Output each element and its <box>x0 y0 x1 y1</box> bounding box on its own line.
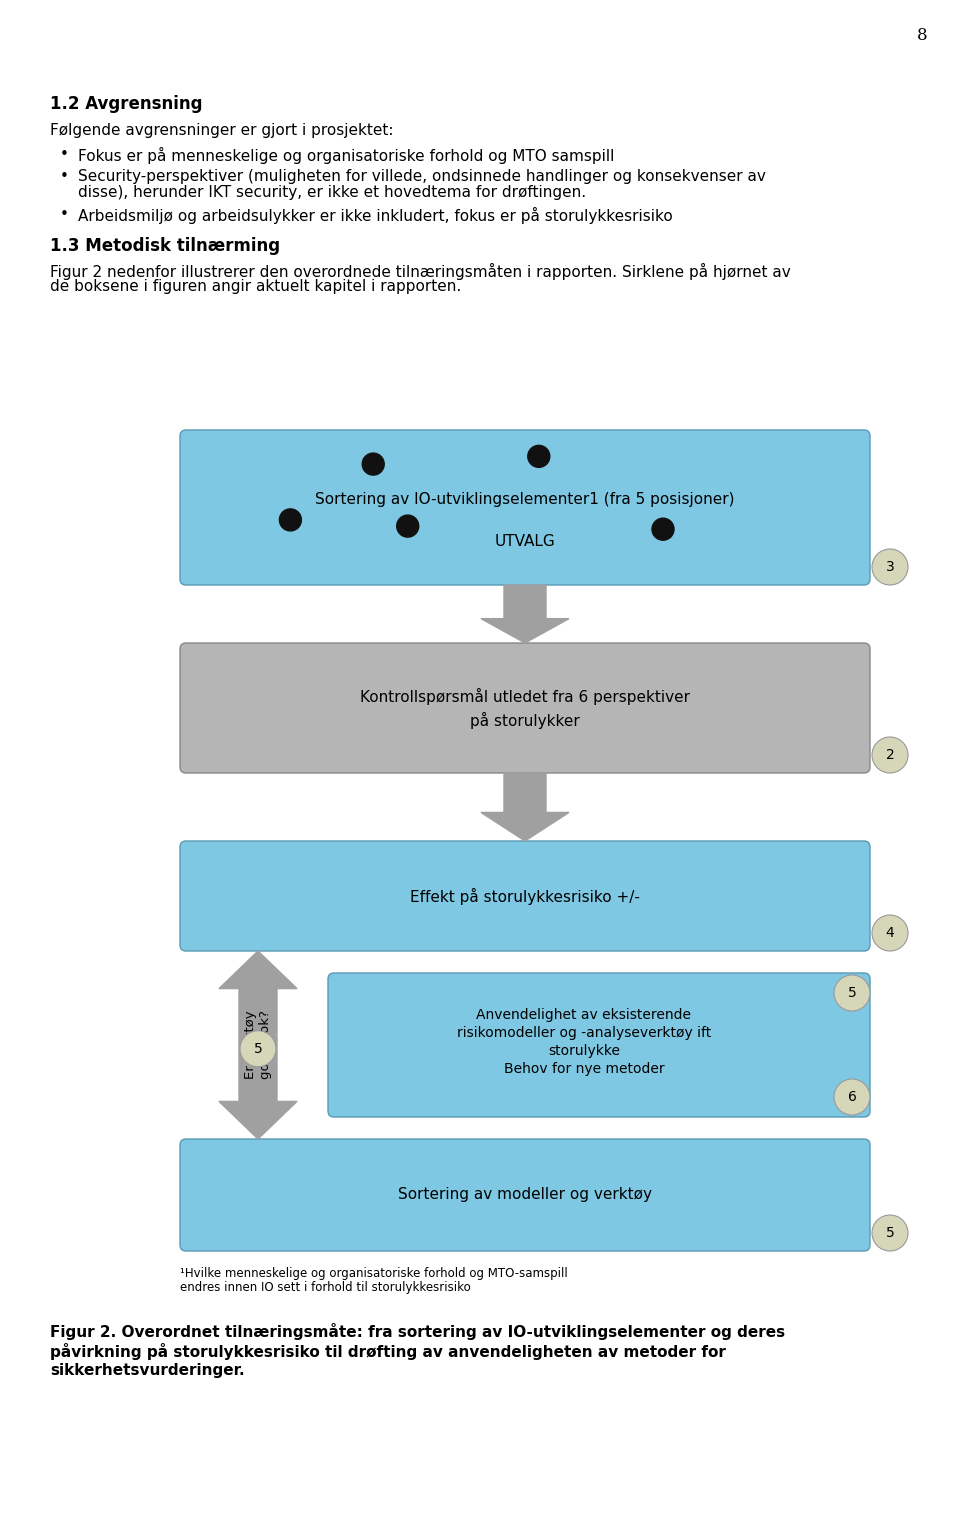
Circle shape <box>362 454 384 475</box>
Text: 5: 5 <box>886 1226 895 1240</box>
Text: Figur 2. Overordnet tilnæringsmåte: fra sortering av IO-utviklingselementer og d: Figur 2. Overordnet tilnæringsmåte: fra … <box>50 1323 785 1340</box>
Text: Sortering av IO-utviklingselementer1 (fra 5 posisjoner): Sortering av IO-utviklingselementer1 (fr… <box>315 492 734 507</box>
Text: 4: 4 <box>886 926 895 940</box>
Circle shape <box>834 1078 870 1115</box>
Text: Figur 2 nedenfor illustrerer den overordnede tilnæringsmåten i rapporten. Sirkle: Figur 2 nedenfor illustrerer den overord… <box>50 263 791 280</box>
FancyArrow shape <box>481 585 569 643</box>
Circle shape <box>834 975 870 1011</box>
Circle shape <box>240 1031 276 1066</box>
Text: Fokus er på menneskelige og organisatoriske forhold og MTO samspill: Fokus er på menneskelige og organisatori… <box>78 148 614 164</box>
Circle shape <box>396 515 419 538</box>
Text: Security-perspektiver (muligheten for villede, ondsinnede handlinger og konsekve: Security-perspektiver (muligheten for vi… <box>78 169 766 184</box>
Text: UTVALG: UTVALG <box>494 535 556 550</box>
Circle shape <box>652 518 674 541</box>
FancyArrow shape <box>481 774 569 841</box>
Text: •: • <box>60 148 69 161</box>
Text: risikomodeller og -analyseverktøy ift: risikomodeller og -analyseverktøy ift <box>457 1027 711 1040</box>
Text: •: • <box>60 207 69 222</box>
Circle shape <box>872 548 908 585</box>
Text: 3: 3 <box>886 560 895 574</box>
Text: 1.2 Avgrensning: 1.2 Avgrensning <box>50 94 203 113</box>
Circle shape <box>528 445 550 468</box>
Text: Følgende avgrensninger er gjort i prosjektet:: Følgende avgrensninger er gjort i prosje… <box>50 123 394 139</box>
FancyArrow shape <box>219 950 297 1045</box>
Text: Er verktøy
gode nok?: Er verktøy gode nok? <box>244 1011 272 1080</box>
Text: 1.3 Metodisk tilnærming: 1.3 Metodisk tilnærming <box>50 238 280 254</box>
Text: Arbeidsmiljø og arbeidsulykker er ikke inkludert, fokus er på storulykkesrisiko: Arbeidsmiljø og arbeidsulykker er ikke i… <box>78 207 673 224</box>
FancyBboxPatch shape <box>180 841 870 950</box>
Text: 5: 5 <box>848 985 856 1001</box>
Text: 8: 8 <box>917 26 927 44</box>
Text: Sortering av modeller og verktøy: Sortering av modeller og verktøy <box>398 1188 652 1203</box>
Text: sikkerhetsvurderinger.: sikkerhetsvurderinger. <box>50 1363 245 1378</box>
Text: Anvendelighet av eksisterende: Anvendelighet av eksisterende <box>476 1008 691 1022</box>
Text: disse), herunder IKT security, er ikke et hovedtema for drøftingen.: disse), herunder IKT security, er ikke e… <box>78 184 587 200</box>
FancyBboxPatch shape <box>328 973 870 1116</box>
Circle shape <box>872 915 908 950</box>
Text: påvirkning på storulykkesrisiko til drøfting av anvendeligheten av metoder for: påvirkning på storulykkesrisiko til drøf… <box>50 1343 726 1360</box>
Text: 6: 6 <box>848 1090 856 1104</box>
Text: Behov for nye metoder: Behov for nye metoder <box>504 1062 664 1077</box>
FancyArrow shape <box>219 1045 297 1139</box>
Circle shape <box>279 509 301 532</box>
Text: de boksene i figuren angir aktuelt kapitel i rapporten.: de boksene i figuren angir aktuelt kapit… <box>50 279 461 294</box>
Text: Kontrollspørsmål utledet fra 6 perspektiver: Kontrollspørsmål utledet fra 6 perspekti… <box>360 687 690 705</box>
Text: 2: 2 <box>886 748 895 762</box>
FancyBboxPatch shape <box>180 643 870 774</box>
Circle shape <box>872 737 908 774</box>
Text: •: • <box>60 169 69 184</box>
Text: endres innen IO sett i forhold til storulykkesrisiko: endres innen IO sett i forhold til storu… <box>180 1281 470 1295</box>
Text: ¹Hvilke menneskelige og organisatoriske forhold og MTO-samspill: ¹Hvilke menneskelige og organisatoriske … <box>180 1267 567 1279</box>
FancyBboxPatch shape <box>180 429 870 585</box>
Text: 5: 5 <box>253 1042 262 1055</box>
Text: storulykke: storulykke <box>548 1043 620 1058</box>
Text: Effekt på storulykkesrisiko +/-: Effekt på storulykkesrisiko +/- <box>410 888 640 905</box>
Circle shape <box>872 1215 908 1250</box>
Text: på storulykker: på storulykker <box>470 711 580 728</box>
FancyBboxPatch shape <box>180 1139 870 1250</box>
